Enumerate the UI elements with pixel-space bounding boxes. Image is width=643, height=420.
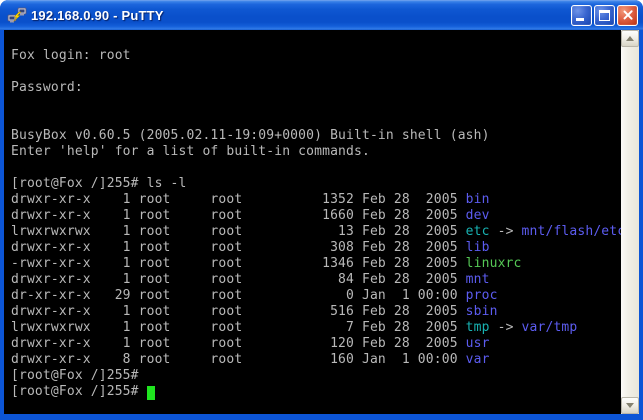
terminal-line: Fox login: root xyxy=(11,48,131,63)
terminal-line: BusyBox v0.60.5 (2005.02.11-19:09+0000) … xyxy=(11,128,490,143)
terminal-line: drwxr-xr-x 1 root root 308 Feb 28 2005 l… xyxy=(11,240,490,255)
scrollbar[interactable] xyxy=(621,30,639,414)
terminal-line: Enter 'help' for a list of built-in comm… xyxy=(11,144,370,159)
maximize-button[interactable] xyxy=(594,4,615,26)
terminal-line: [root@Fox /]255# xyxy=(11,384,621,400)
terminal-line: drwxr-xr-x 1 root root 516 Feb 28 2005 s… xyxy=(11,304,498,319)
window-controls xyxy=(571,4,638,26)
terminal-line: [root@Fox /]255# ls -l xyxy=(11,176,187,191)
window-body: Fox login: root Password: BusyBox v0.60.5 … xyxy=(0,30,643,420)
terminal-line: drwxr-xr-x 1 root root 120 Feb 28 2005 u… xyxy=(11,336,490,351)
terminal-line xyxy=(11,64,621,80)
maximize-icon xyxy=(599,9,610,21)
terminal-line: drwxr-xr-x 1 root root 1660 Feb 28 2005 … xyxy=(11,208,490,223)
minimize-button[interactable] xyxy=(571,4,592,26)
terminal-line: lrwxrwxrwx 1 root root 7 Feb 28 2005 tmp… xyxy=(11,320,578,335)
scrollbar-track[interactable] xyxy=(621,47,639,397)
putty-icon xyxy=(7,5,27,25)
terminal-line: dr-xr-xr-x 29 root root 0 Jan 1 00:00 pr… xyxy=(11,288,498,303)
terminal-line: lrwxrwxrwx 1 root root 13 Feb 28 2005 et… xyxy=(11,224,621,239)
scroll-up-button[interactable] xyxy=(621,30,639,47)
terminal-line xyxy=(11,112,621,128)
minimize-icon xyxy=(576,17,584,21)
terminal-line: drwxr-xr-x 8 root root 160 Jan 1 00:00 v… xyxy=(11,352,490,367)
chevron-up-icon xyxy=(626,36,634,41)
terminal-line xyxy=(11,96,621,112)
title-bar[interactable]: 192.168.0.90 - PuTTY xyxy=(0,0,643,30)
terminal-line: [root@Fox /]255# xyxy=(11,368,139,383)
chevron-down-icon xyxy=(626,403,634,408)
terminal-line xyxy=(11,160,621,176)
terminal-line: drwxr-xr-x 1 root root 84 Feb 28 2005 mn… xyxy=(11,272,490,287)
terminal-cursor xyxy=(146,386,155,400)
terminal-line: -rwxr-xr-x 1 root root 1346 Feb 28 2005 … xyxy=(11,256,522,271)
terminal-line: drwxr-xr-x 1 root root 1352 Feb 28 2005 … xyxy=(11,192,490,207)
window-title: 192.168.0.90 - PuTTY xyxy=(31,7,164,23)
close-icon xyxy=(622,9,634,21)
terminal-line xyxy=(11,32,621,48)
terminal-line: Password: xyxy=(11,80,83,95)
terminal-screen[interactable]: Fox login: root Password: BusyBox v0.60.5 … xyxy=(4,30,621,414)
scroll-down-button[interactable] xyxy=(621,397,639,414)
close-button[interactable] xyxy=(617,4,638,26)
